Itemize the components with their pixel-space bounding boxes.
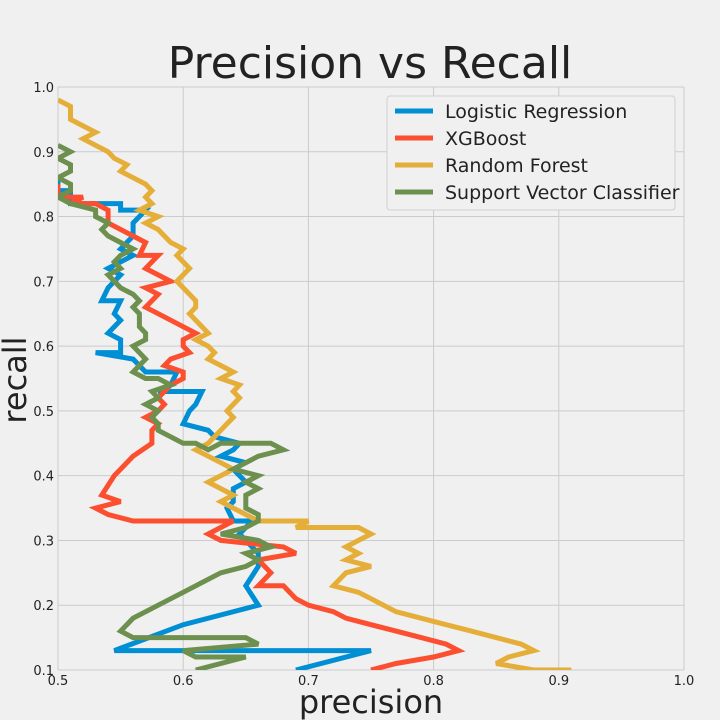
legend: Logistic Regression XGBoost Random Forest S… bbox=[386, 95, 680, 211]
y-tick-label: 0.3 bbox=[33, 534, 54, 549]
legend-label-logistic-regression: Logistic Regression bbox=[445, 101, 627, 123]
x-tick-label: 0.6 bbox=[173, 674, 194, 689]
legend-label-support-vector-classifier: Support Vector Classifier bbox=[445, 182, 680, 204]
y-tick-label: 0.6 bbox=[33, 340, 54, 355]
x-tick-label: 0.8 bbox=[423, 674, 444, 689]
series-line-logistic-regression bbox=[58, 177, 372, 670]
y-tick-label: 0.7 bbox=[33, 275, 54, 290]
series-line-support-vector-classifier bbox=[58, 143, 291, 670]
x-tick-label: 0.9 bbox=[548, 674, 569, 689]
x-tick-label: 0.5 bbox=[48, 674, 69, 689]
y-tick-label: 0.8 bbox=[33, 211, 54, 226]
legend-box bbox=[386, 95, 676, 211]
series-line-random-forest bbox=[58, 97, 572, 670]
y-tick-label: 0.4 bbox=[33, 470, 54, 485]
x-tick-label: 1.0 bbox=[674, 674, 695, 689]
y-tick-label: 0.5 bbox=[33, 405, 54, 420]
x-axis-label: precision bbox=[299, 683, 443, 720]
grid bbox=[57, 86, 685, 671]
y-tick-label: 0.9 bbox=[33, 146, 54, 161]
plot-area bbox=[58, 97, 572, 670]
y-tick-label: 1.0 bbox=[33, 81, 54, 96]
y-tick-label: 0.2 bbox=[33, 599, 54, 614]
legend-label-random-forest: Random Forest bbox=[445, 155, 588, 177]
chart-title: Precision vs Recall bbox=[168, 38, 573, 89]
y-axis-label: recall bbox=[0, 336, 34, 423]
legend-label-xgboost: XGBoost bbox=[445, 128, 526, 150]
y-tick-label: 0.1 bbox=[33, 664, 54, 679]
ticks: 0.5 0.6 0.7 0.8 0.9 1.0 0.1 0.2 0.3 0.4 0.5 0.6 0.7 0… bbox=[33, 81, 694, 689]
x-tick-label: 0.7 bbox=[298, 674, 319, 689]
